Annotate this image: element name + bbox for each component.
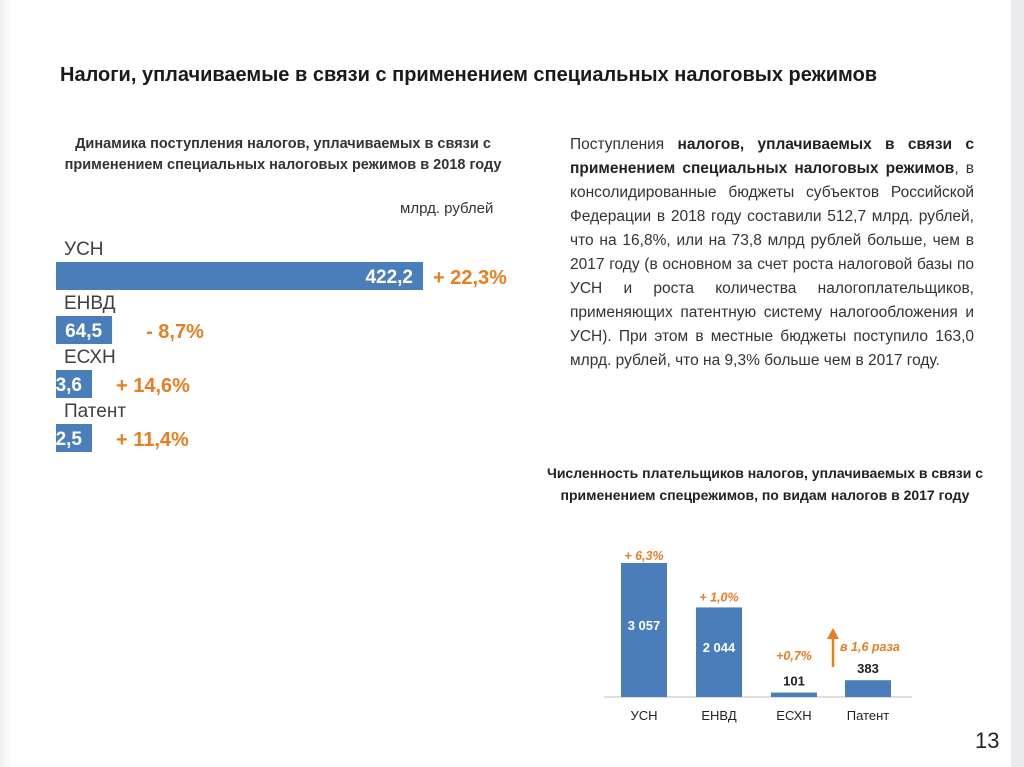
bar-патент [56,424,92,452]
payers-chart-title: Численность плательщиков налогов, уплачи… [540,462,990,506]
bar-value-усн: 422,2 [365,267,413,288]
column-category-патент: Патент [847,708,890,723]
left-chart-title: Динамика поступления налогов, уплачиваем… [58,134,508,176]
column-value-енвд: 2 044 [703,640,736,655]
column-category-есхн: ЕСХН [776,708,811,723]
description-lead: Поступления [570,136,678,153]
bar-усн [56,262,423,290]
column-change-енвд: + 1,0% [699,590,738,604]
bar-value-есхн: 13,6 [45,375,82,396]
column-value-есхн: 101 [783,674,805,689]
column-усн [621,563,667,697]
category-label-патент: Патент [64,401,126,422]
revenue-description: Поступления налогов, уплачиваемых в связ… [570,133,974,373]
column-change-усн: + 6,3% [624,549,663,563]
page-number: 13 [975,728,1000,753]
column-change-патент: в 1,6 раза [840,640,900,654]
payers-chart-title-line2: применением спецрежимов, по видам налого… [560,487,970,503]
unit-label: млрд. рублей [400,200,494,217]
payers-bar-chart: 3 057 УСН 2 044 ЕНВД 101 ЕСХН 383 Патент + 6,3% +… [604,549,912,723]
category-label-усн: УСН [64,239,104,260]
bar-change-патент: + 11,4% [116,429,189,451]
left-chart-title-line1: Динамика поступления налогов, уплачиваем… [75,136,491,152]
slide-right-edge [1011,0,1024,767]
column-есхн [771,692,817,697]
revenue-bar-chart: УСН 422,2 + 22,3% ЕНВД 64,5 - 8,7% ЕСХН 13,6 + 1… [45,239,507,452]
slide-left-edge [0,0,12,767]
column-value-усн: 3 057 [628,618,661,633]
bar-есхн [56,370,92,398]
category-label-енвд: ЕНВД [64,293,116,314]
slide-title: Налоги, уплачиваемые в связи с применени… [60,64,878,86]
bar-change-енвд: - 8,7% [146,321,204,343]
left-chart-title-line2: применением специальных налоговых режимо… [64,157,502,173]
description-body: , в консолидированные бюджеты субъектов … [570,160,974,369]
column-category-усн: УСН [630,708,657,723]
category-label-есхн: ЕСХН [64,347,116,368]
growth-arrow-head [827,628,839,639]
bar-change-есхн: + 14,6% [116,375,190,397]
column-value-патент: 383 [857,661,879,676]
column-енвд [696,607,742,697]
column-change-есхн: +0,7% [776,649,812,663]
bar-change-усн: + 22,3% [433,267,507,289]
bar-value-енвд: 64,5 [65,321,102,342]
column-патент [845,680,891,697]
description-bold: налогов, уплачиваемых в связи с применен… [570,136,974,177]
column-category-енвд: ЕНВД [701,708,736,723]
payers-chart-title-line1: Численность плательщиков налогов, уплачи… [546,465,984,481]
bar-енвд [56,316,113,344]
bar-value-патент: 12,5 [45,429,82,450]
